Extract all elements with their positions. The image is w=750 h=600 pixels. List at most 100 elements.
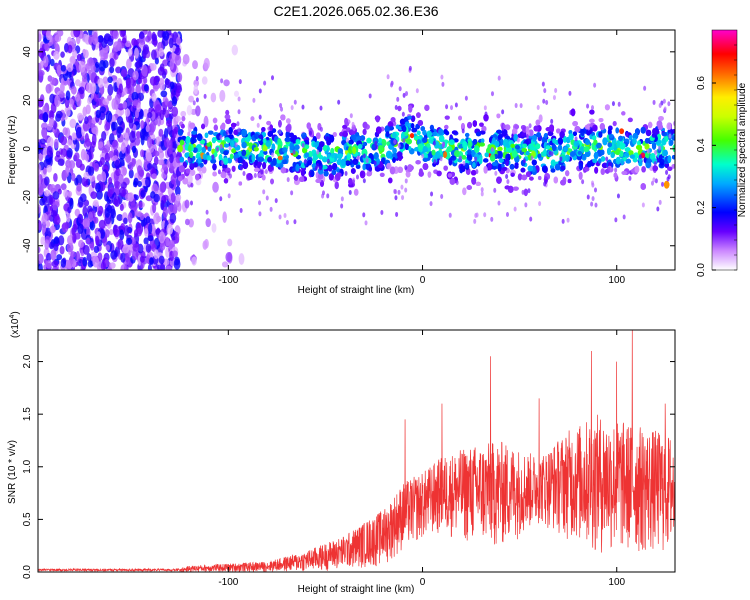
heatmap-cell (505, 212, 509, 218)
heatmap-cell (467, 121, 473, 129)
heatmap-cell (490, 216, 494, 222)
heatmap-cell (330, 152, 336, 159)
heatmap-cell (510, 143, 515, 148)
heatmap-cell (192, 60, 198, 70)
heatmap-cell (168, 37, 174, 49)
heatmap-cell (217, 169, 221, 175)
heatmap-cell (96, 190, 103, 200)
heatmap-cell (553, 176, 559, 184)
heatmap-cell (185, 168, 191, 174)
heatmap-cell (577, 150, 583, 155)
heatmap-cell (667, 101, 671, 107)
heatmap-cell (527, 165, 534, 172)
heatmap-cell (290, 190, 294, 196)
heatmap-cell (49, 225, 56, 234)
spectrogram-x-tick-label: 100 (608, 275, 625, 286)
heatmap-cell (92, 199, 99, 207)
heatmap-cell (45, 260, 53, 269)
heatmap-cell (350, 168, 356, 174)
heatmap-cell (234, 142, 238, 148)
heatmap-cell (280, 167, 287, 174)
heatmap-cell (517, 173, 523, 181)
heatmap-cell (71, 132, 77, 141)
heatmap-cell (133, 229, 138, 238)
heatmap-cell (254, 159, 259, 166)
heatmap-cell (201, 146, 206, 153)
heatmap-cell (532, 134, 537, 142)
heatmap-cell (69, 197, 74, 210)
heatmap-cell (280, 106, 284, 112)
heatmap-cell (132, 180, 138, 188)
heatmap-cell (514, 164, 519, 169)
heatmap-cell (397, 143, 401, 149)
heatmap-cell (271, 75, 275, 81)
heatmap-cell (178, 165, 185, 173)
heatmap-cell (424, 104, 430, 111)
heatmap-cell (386, 150, 392, 159)
heatmap-cell (38, 204, 41, 215)
heatmap-cell (227, 157, 233, 164)
heatmap-cell (640, 126, 646, 134)
heatmap-cell (587, 125, 591, 131)
heatmap-cell (105, 110, 113, 123)
heatmap-cell (145, 243, 151, 253)
heatmap-cell (210, 159, 217, 164)
heatmap-cell (193, 84, 199, 95)
heatmap-cell (262, 189, 266, 195)
heatmap-cell (218, 153, 223, 162)
heatmap-cell (554, 88, 558, 94)
heatmap-cell (88, 211, 93, 223)
heatmap-cell (99, 106, 106, 114)
heatmap-cell (187, 157, 191, 163)
heatmap-cell (269, 124, 273, 132)
heatmap-cell (446, 146, 453, 153)
heatmap-cell (178, 175, 183, 182)
heatmap-cell (165, 265, 172, 270)
heatmap-cell (478, 157, 483, 165)
heatmap-cell (521, 131, 527, 137)
heatmap-cell (671, 155, 675, 160)
heatmap-cell (651, 133, 656, 138)
heatmap-cell (510, 172, 515, 177)
heatmap-cell (263, 80, 267, 86)
heatmap-cell (487, 162, 492, 171)
heatmap-cell (308, 130, 312, 136)
heatmap-cell (480, 138, 485, 144)
heatmap-cell (181, 116, 186, 122)
heatmap-cell (355, 174, 359, 180)
heatmap-cell (627, 117, 633, 123)
heatmap-cell (182, 53, 190, 65)
heatmap-cell (189, 151, 194, 159)
heatmap-cell (91, 133, 97, 146)
heatmap-cell (472, 162, 476, 168)
heatmap-cell (440, 74, 444, 80)
heatmap-cell (136, 227, 142, 237)
heatmap-cell (497, 75, 501, 81)
heatmap-cell (632, 137, 637, 145)
heatmap-cell (672, 144, 675, 153)
heatmap-cell (525, 151, 530, 156)
heatmap-cell (462, 187, 467, 196)
heatmap-cell (100, 171, 107, 183)
heatmap-cell (219, 134, 223, 140)
heatmap-cell (578, 162, 583, 171)
heatmap-cell (321, 165, 328, 170)
heatmap-cell (658, 199, 662, 205)
heatmap-cell (269, 206, 273, 212)
heatmap-cell (231, 148, 237, 154)
heatmap-cell (559, 131, 565, 139)
heatmap-cell (74, 79, 81, 87)
heatmap-cell (516, 137, 520, 143)
heatmap-cell (127, 48, 133, 57)
heatmap-cell (238, 253, 245, 265)
heatmap-cell (378, 137, 383, 144)
heatmap-cell (277, 155, 283, 161)
heatmap-cell (461, 128, 465, 134)
heatmap-cell (46, 123, 53, 131)
heatmap-cell (109, 228, 114, 236)
heatmap-cell (124, 40, 131, 48)
heatmap-cell (278, 120, 282, 128)
heatmap-cell (645, 152, 650, 159)
heatmap-cell (285, 130, 291, 139)
heatmap-cell (137, 77, 143, 84)
